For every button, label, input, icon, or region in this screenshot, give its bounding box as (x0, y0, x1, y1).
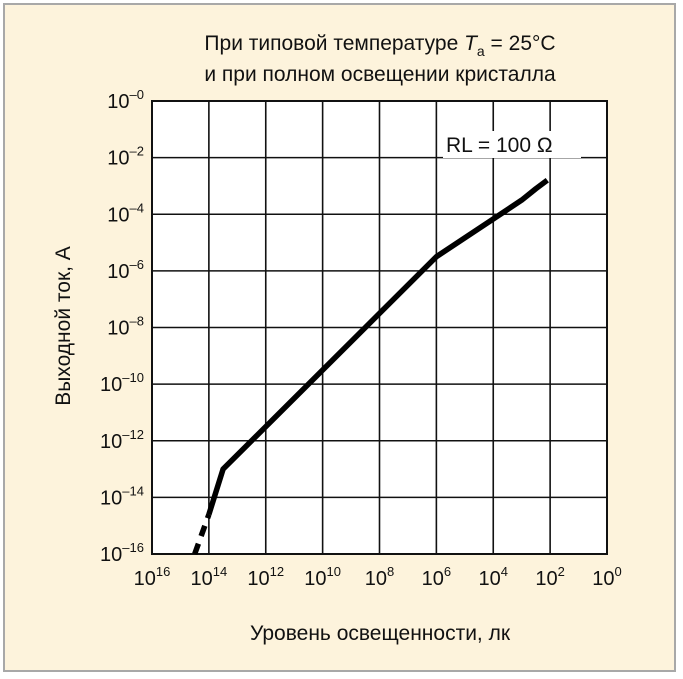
series-line-solid (206, 177, 549, 516)
x-tick-label: 104 (479, 564, 508, 590)
x-tick-label: 102 (535, 564, 564, 590)
series-line-dashed (192, 513, 212, 555)
y-tick-label: 10–16 (100, 540, 144, 566)
y-axis-label: Выходной ток, А (52, 246, 75, 406)
y-tick-label: 10–12 (100, 427, 144, 453)
x-tick-label: 100 (592, 564, 621, 590)
x-tick-label: 1012 (247, 564, 284, 590)
y-tick-label: 10–14 (100, 483, 144, 509)
x-tick-label: 1014 (191, 564, 228, 590)
chart-title-line-1: При типовой температуре Ta = 25°C (204, 32, 555, 59)
y-tick-label: 10–2 (107, 144, 144, 170)
x-axis-label: Уровень освещенности, лк (250, 622, 511, 645)
y-tick-label: 10–0 (107, 87, 144, 113)
plot-border (151, 100, 608, 555)
x-tick-label: 106 (422, 564, 451, 590)
x-tick-label: 1010 (304, 564, 341, 590)
x-tick-label: 1016 (134, 564, 171, 590)
y-tick-label: 10–4 (107, 200, 144, 226)
annotation-label: RL = 100 Ω (446, 134, 553, 157)
y-tick-label: 10–6 (107, 257, 144, 283)
x-tick-label: 108 (365, 564, 394, 590)
y-tick-label: 10–10 (100, 370, 144, 396)
chart-title-line-2: и при полном освещении кристалла (204, 63, 556, 86)
annotation-background (443, 131, 581, 158)
y-tick-label: 10–8 (107, 314, 144, 340)
